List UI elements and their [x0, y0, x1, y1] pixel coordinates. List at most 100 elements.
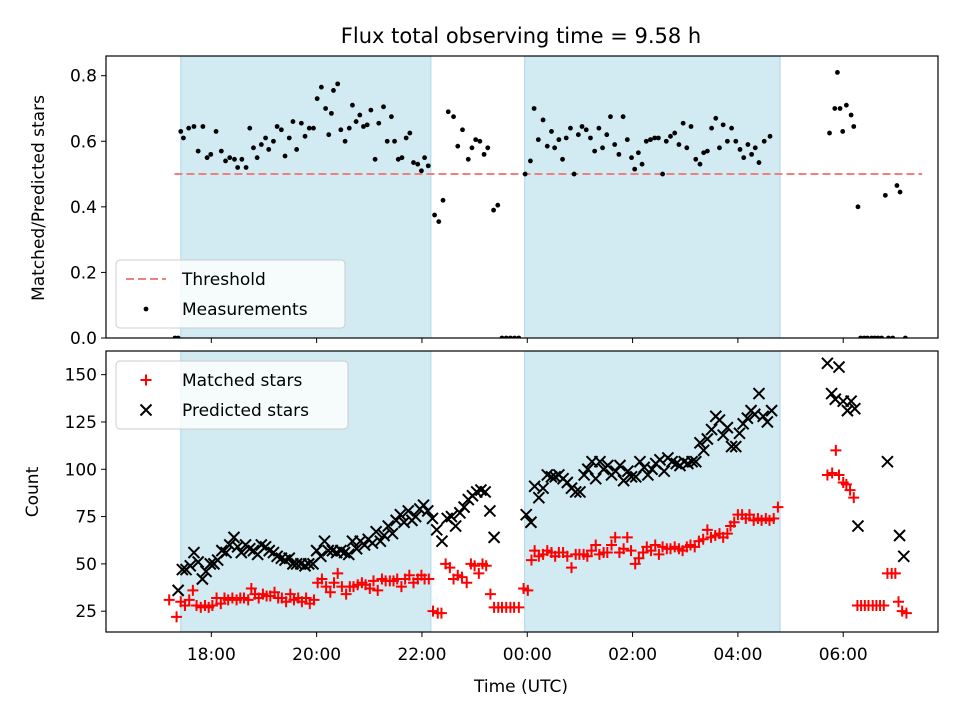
data-point — [491, 207, 496, 213]
data-point — [544, 143, 550, 149]
data-point — [456, 571, 468, 583]
data-point — [426, 512, 439, 525]
data-point — [568, 125, 573, 131]
data-point — [649, 539, 661, 551]
data-point — [469, 560, 481, 572]
data-point — [204, 557, 217, 571]
data-point — [717, 145, 722, 151]
data-point — [601, 547, 613, 559]
data-point — [556, 137, 562, 143]
data-point — [668, 133, 673, 139]
data-point — [893, 529, 906, 542]
data-point — [445, 510, 458, 523]
data-point — [204, 155, 210, 161]
y-tick-label: 100 — [65, 460, 97, 480]
data-point — [639, 161, 645, 167]
data-point — [701, 524, 713, 536]
data-point — [235, 165, 241, 170]
legend-box — [115, 360, 349, 430]
data-point — [528, 158, 533, 164]
data-point — [629, 155, 634, 161]
data-point — [274, 124, 280, 129]
data-point — [328, 110, 334, 116]
data-point — [841, 404, 854, 417]
data-point — [633, 455, 647, 468]
data-point — [620, 114, 626, 120]
data-point — [720, 122, 726, 128]
data-point — [332, 567, 344, 579]
data-point — [403, 135, 409, 141]
data-point — [243, 542, 256, 555]
data-point — [386, 527, 399, 540]
chart-title: Flux total observing time = 9.58 h — [341, 24, 701, 48]
y-tick-label: 0.0 — [70, 329, 97, 349]
data-point — [178, 129, 184, 134]
data-point — [402, 504, 415, 518]
data-point — [284, 588, 296, 600]
data-point — [242, 594, 254, 606]
data-point — [565, 562, 577, 574]
data-point — [689, 455, 702, 468]
data-point — [183, 594, 195, 606]
data-point — [676, 142, 682, 147]
data-point — [481, 151, 487, 157]
data-point — [848, 402, 862, 415]
data-point — [765, 404, 778, 417]
data-point — [215, 598, 227, 610]
data-point — [529, 545, 541, 557]
data-point — [697, 444, 710, 457]
data-point — [243, 165, 249, 170]
data-point — [427, 605, 439, 617]
data-point — [239, 156, 245, 162]
data-point — [749, 151, 754, 157]
data-point — [701, 432, 714, 446]
data-point — [350, 102, 355, 108]
data-point — [522, 171, 528, 177]
x-axis-label: Time (UTC) — [473, 677, 568, 697]
data-point — [266, 147, 272, 152]
data-point — [693, 436, 707, 449]
data-point — [522, 584, 534, 596]
data-point — [361, 124, 366, 129]
legend-label: Matched stars — [182, 371, 302, 391]
x-tick-label: 20:00 — [292, 645, 341, 665]
data-point — [897, 550, 910, 563]
data-point — [685, 455, 699, 468]
data-point — [469, 145, 475, 151]
data-point — [540, 117, 546, 123]
data-point — [830, 444, 842, 456]
legend-box — [115, 259, 346, 329]
data-point — [399, 155, 405, 161]
data-point — [840, 478, 852, 490]
data-point — [269, 586, 281, 598]
ratio-y-axis-label: Matched/Predicted stars — [29, 95, 49, 301]
data-point — [184, 559, 197, 572]
data-point — [485, 145, 491, 151]
data-point — [756, 410, 770, 423]
data-point — [843, 102, 849, 108]
legend-marker — [143, 306, 149, 312]
data-point — [376, 120, 382, 126]
data-point — [186, 125, 192, 131]
data-point — [590, 539, 602, 551]
data-point — [552, 145, 558, 151]
data-point — [609, 531, 621, 543]
data-point — [617, 474, 630, 487]
data-point — [624, 137, 630, 143]
data-point — [616, 151, 622, 157]
data-point — [163, 594, 175, 606]
data-point — [436, 219, 442, 224]
data-point — [374, 534, 387, 548]
data-point — [653, 548, 665, 560]
ratio-panel: Matched/Predicted stars 0.0 0.2 0.4 0.6 0.8 T… — [29, 55, 939, 349]
legend-label: Predicted stars — [182, 401, 309, 421]
data-point — [625, 470, 638, 484]
data-point — [453, 506, 467, 519]
data-point — [832, 360, 846, 374]
data-point — [495, 202, 501, 208]
data-point — [235, 546, 248, 559]
data-point — [314, 96, 320, 102]
data-point — [655, 135, 661, 141]
data-point — [290, 119, 296, 124]
